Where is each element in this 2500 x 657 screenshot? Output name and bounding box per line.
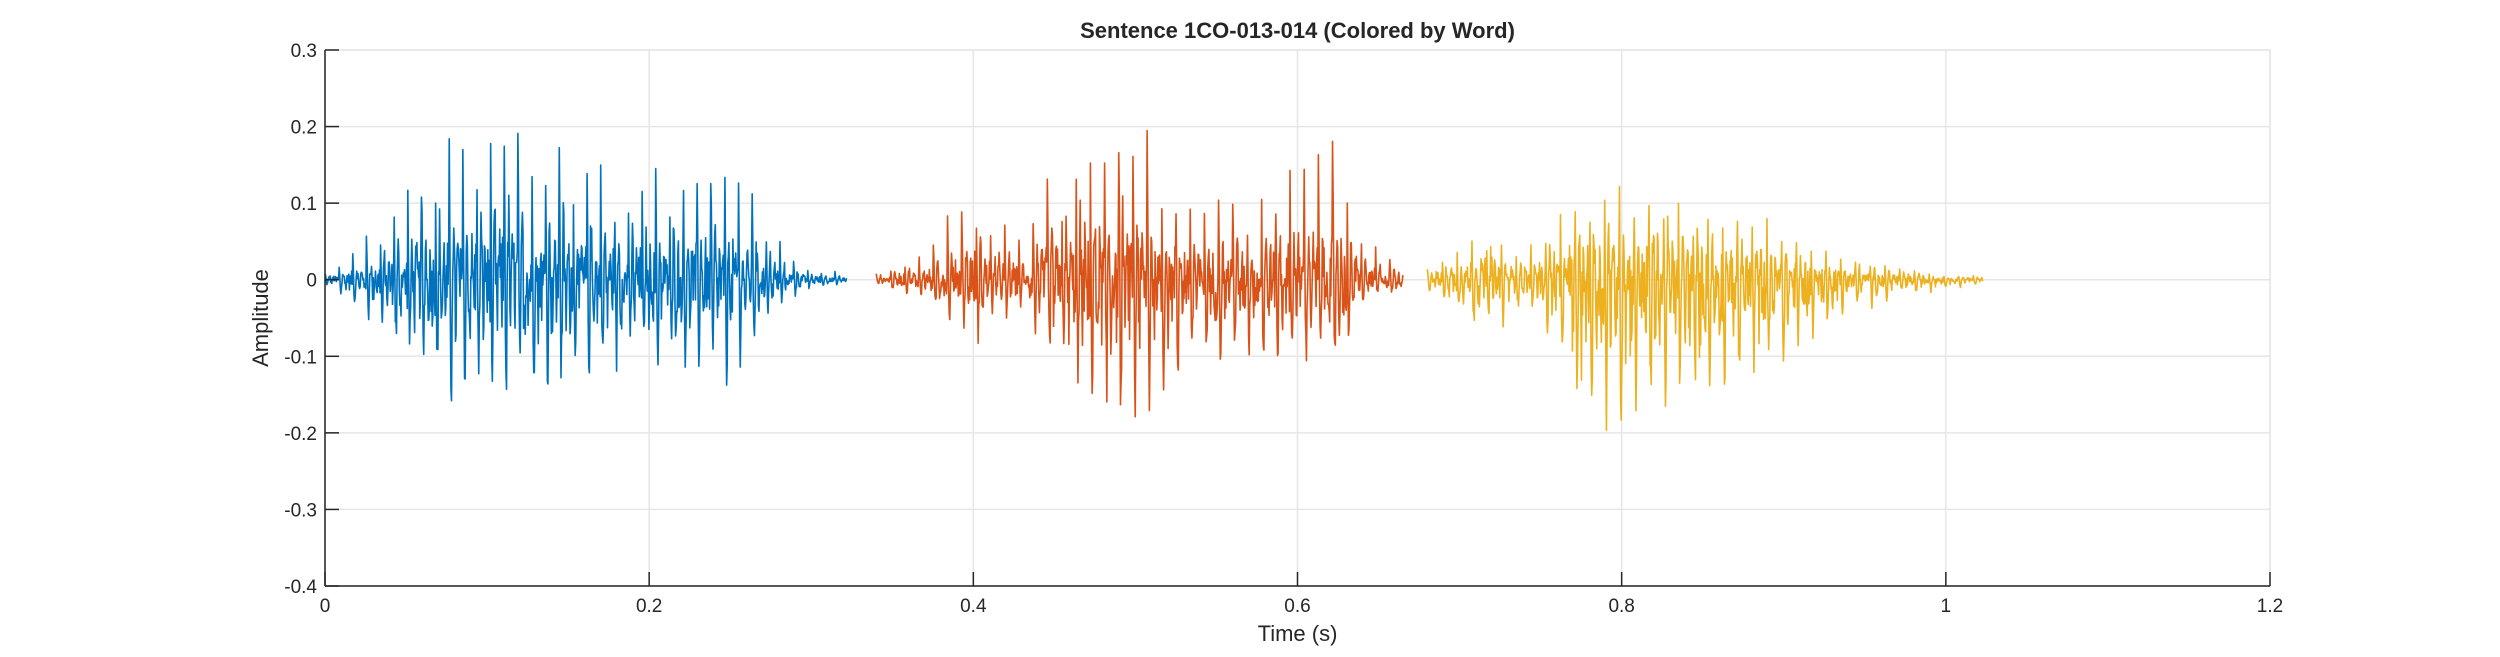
x-tick-label: 1 <box>1941 596 1952 617</box>
x-tick-label: 0.4 <box>960 596 987 617</box>
waveform-series <box>324 129 1984 432</box>
word-waveform-3 <box>1426 185 1984 432</box>
y-tick-label: -0.2 <box>284 424 317 445</box>
y-tick-label: 0 <box>306 271 317 292</box>
y-tick-label: -0.1 <box>284 347 317 368</box>
y-tick-label: -0.3 <box>284 500 317 521</box>
y-tick-label: 0.3 <box>291 41 317 62</box>
chart-title: Sentence 1CO-013-014 (Colored by Word) <box>1080 18 1515 43</box>
ticks: 0 0.2 0.4 0.6 0.8 1 1.2 -0.4 -0.3 -0.2 -0.1 0 0.1 0.2… <box>284 41 2283 617</box>
x-tick-label: 0.8 <box>1608 596 1634 617</box>
x-tick-label: 1.2 <box>2257 596 2283 617</box>
y-tick-label: 0.1 <box>291 194 317 215</box>
x-tick-label: 0.2 <box>636 596 662 617</box>
y-axis-label: Amplitude <box>248 269 273 367</box>
word-waveform-1 <box>324 132 848 402</box>
x-axis-label: Time (s) <box>1258 621 1338 646</box>
word-waveform-2 <box>875 129 1404 418</box>
x-tick-label: 0 <box>320 596 331 617</box>
y-tick-label: 0.2 <box>291 118 317 139</box>
y-tick-label: -0.4 <box>284 577 317 598</box>
x-tick-label: 0.6 <box>1284 596 1310 617</box>
